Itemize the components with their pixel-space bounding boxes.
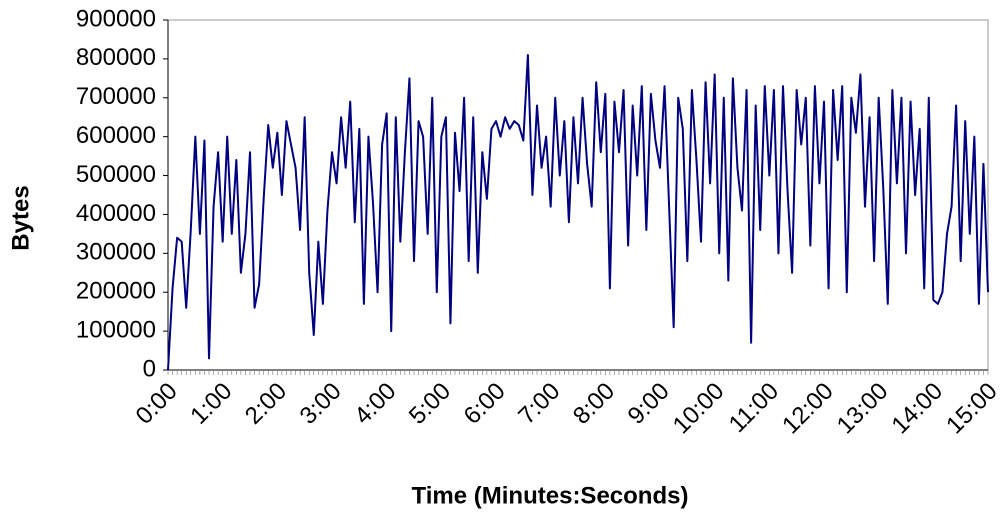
x-tick-label: 5:00	[404, 378, 456, 430]
y-tick-label: 800000	[76, 44, 156, 71]
x-tick-label: 1:00	[185, 378, 237, 430]
y-tick-label: 200000	[76, 278, 156, 305]
x-tick-label: 15:00	[941, 378, 1000, 440]
y-tick-label: 0	[143, 355, 156, 382]
x-tick-label: 13:00	[832, 378, 894, 440]
x-tick-label: 10:00	[668, 378, 730, 440]
data-line	[167, 54, 989, 371]
x-tick-label: 0:00	[131, 378, 183, 430]
x-tick-label: 14:00	[886, 378, 948, 440]
y-axis-title: Bytes	[7, 185, 34, 250]
x-tick-label: 6:00	[459, 378, 511, 430]
y-tick-label: 600000	[76, 122, 156, 149]
x-axis-title: Time (Minutes:Seconds)	[412, 482, 689, 509]
y-tick-label: 500000	[76, 161, 156, 188]
plot-area	[167, 19, 989, 371]
x-tick-label: 8:00	[568, 378, 620, 430]
x-tick-label: 2:00	[240, 378, 292, 430]
y-tick-label: 700000	[76, 83, 156, 110]
x-tick-label: 12:00	[777, 378, 839, 440]
x-tick-label: 4:00	[349, 378, 401, 430]
y-tick-label: 100000	[76, 316, 156, 343]
x-tick-label: 3:00	[295, 378, 347, 430]
y-tick-label: 300000	[76, 239, 156, 266]
x-tick-label: 7:00	[513, 378, 565, 430]
y-tick-label: 900000	[76, 5, 156, 32]
y-tick-label: 400000	[76, 200, 156, 227]
x-tick-label: 11:00	[724, 378, 784, 438]
x-tick-label: 9:00	[623, 378, 675, 430]
